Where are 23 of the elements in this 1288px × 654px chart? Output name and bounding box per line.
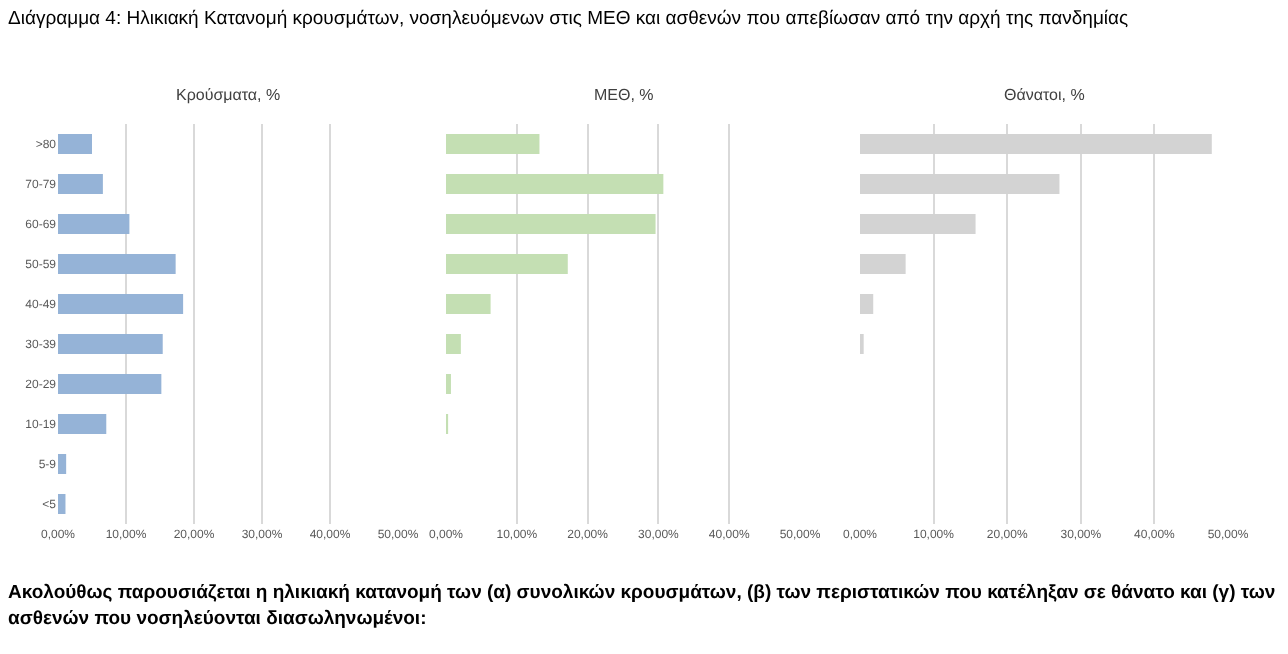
bar: [58, 294, 184, 314]
bar: [58, 174, 103, 194]
bar: [58, 134, 92, 154]
bar: [860, 294, 874, 314]
bar: [446, 294, 491, 314]
bar: [58, 334, 163, 354]
bar: [446, 254, 568, 274]
bar: [446, 134, 540, 154]
text: Διάγραμμα 4: Ηλικιακή Κατανομή κρουσμάτων, νοσηλευόμενων στις ΜΕΘ και ασθενών που απεβίωσαν από την αρχή της πανδημίας: [8, 8, 1131, 30]
text: Ακολούθως παρουσιάζεται η ηλικιακή κατανομή των (α) συνολικών κρουσμάτων, (β) των περιστατικών που κατέληξαν σε θάνατο και (γ) των ασθενών που νοσηλεύονται διασωληνωμένοι:: [8, 580, 1278, 632]
bar: [58, 374, 162, 394]
bar: [58, 494, 66, 514]
bar: [446, 334, 461, 354]
bar: [446, 214, 656, 234]
bar: [58, 414, 107, 434]
chart-title: Θάνατοι, %: [1004, 86, 1085, 104]
bar: [860, 254, 906, 274]
bar: [58, 454, 67, 474]
chart-title: Κρούσματα, %: [176, 86, 281, 104]
bar: [58, 214, 130, 234]
chart-title: ΜΕΘ, %: [594, 86, 654, 104]
bar: [58, 254, 176, 274]
bar: [446, 174, 664, 194]
